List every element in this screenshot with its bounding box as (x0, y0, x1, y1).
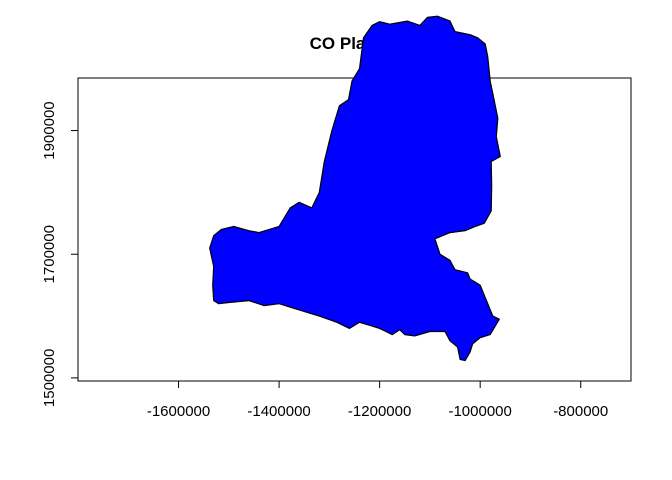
x-tick-label: -1400000 (247, 403, 310, 420)
co-plateau-region (209, 15, 501, 362)
x-tick-label: -1600000 (147, 403, 210, 420)
y-axis: 1500000 1700000 1900000 (41, 101, 79, 407)
x-axis: -1600000 -1400000 -1200000 -1000000 -800000 (147, 380, 608, 420)
y-tick-label: 1900000 (41, 101, 58, 159)
x-tick-label: -800000 (553, 403, 608, 420)
x-tick-label: -1200000 (348, 403, 411, 420)
y-tick-label: 1700000 (41, 225, 58, 283)
x-tick-label: -1000000 (448, 403, 511, 420)
y-tick-label: 1500000 (41, 349, 58, 407)
